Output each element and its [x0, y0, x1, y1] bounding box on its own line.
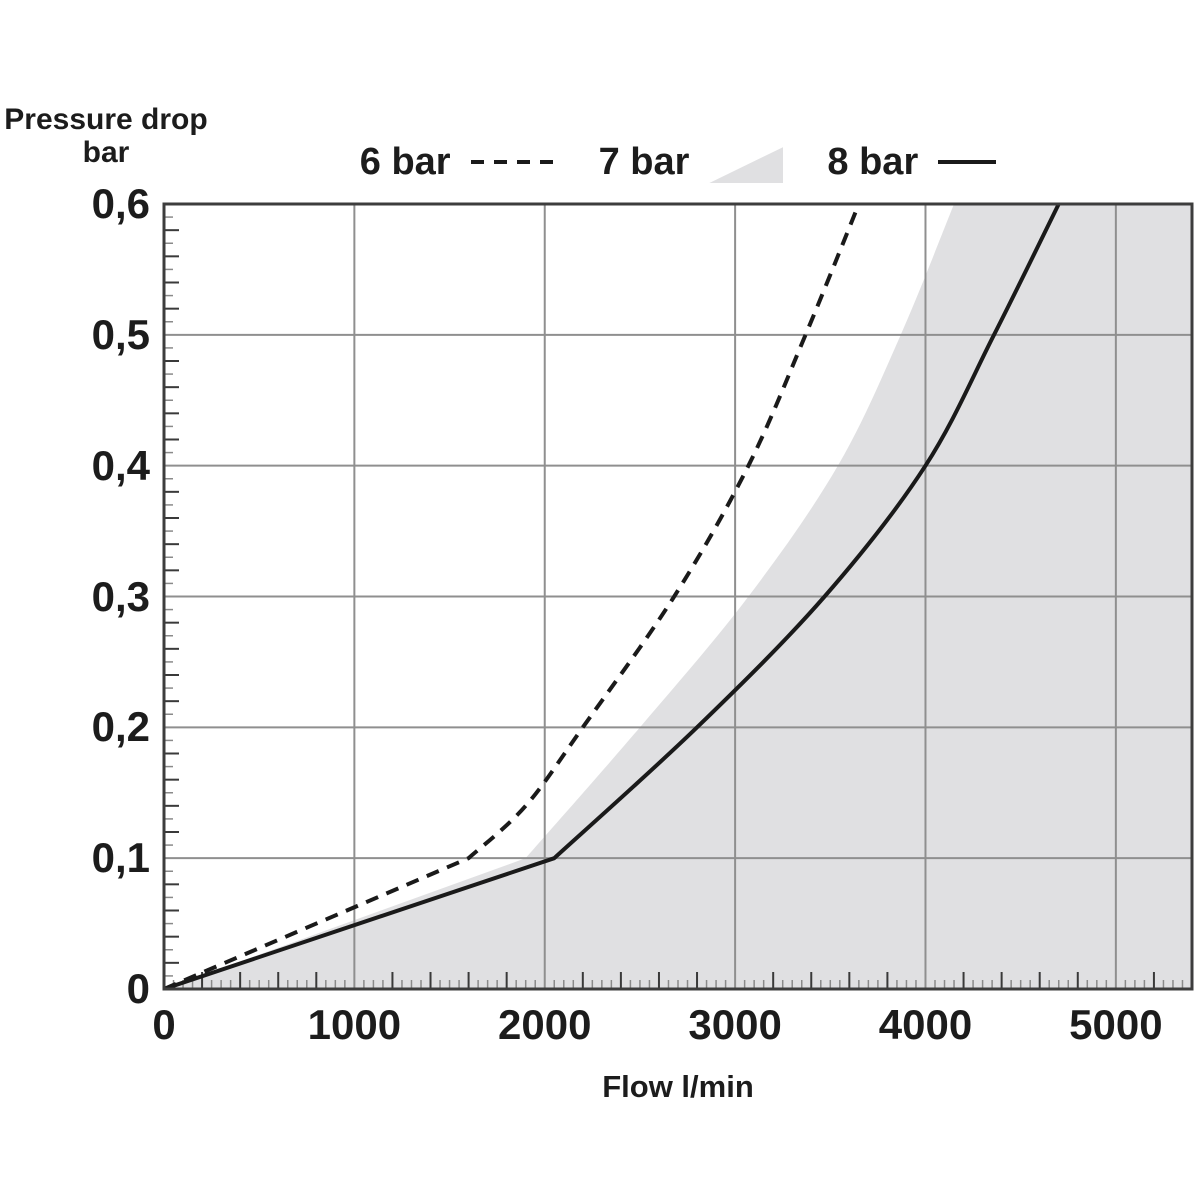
dashed-line-swatch-icon: [470, 160, 555, 164]
x-tick-label-2000: 2000: [498, 1001, 592, 1048]
x-axis-title: Flow l/min: [602, 1069, 754, 1104]
legend: 6 bar 7 bar 8 bar: [164, 140, 1192, 184]
y-axis-title-line2: bar: [82, 136, 130, 169]
solid-line-swatch-icon: [938, 160, 997, 164]
y-tick-label-0: 0: [126, 965, 150, 1012]
legend-item-7bar: 7 bar: [599, 141, 784, 183]
x-tick-label-4000: 4000: [878, 1001, 973, 1048]
series-8-bar-line: [164, 204, 1061, 989]
x-tick-label-1000: 1000: [307, 1001, 402, 1048]
y-tick-label-0_3: 0,3: [91, 572, 150, 620]
y-tick-label-0_1: 0,1: [91, 834, 150, 882]
legend-label-8bar: 8 bar: [827, 141, 919, 183]
series-7-bar-area: [164, 204, 1192, 989]
y-tick-label-0_4: 0,4: [91, 441, 150, 489]
legend-item-6bar: 6 bar: [360, 141, 555, 183]
legend-label-7bar: 7 bar: [598, 141, 690, 183]
y-axis-title-line1: Pressure drop: [4, 103, 208, 136]
y-axis-title: Pressure drop bar: [0, 103, 212, 169]
x-tick-label-5000: 5000: [1069, 1001, 1163, 1048]
y-tick-label-0_5: 0,5: [91, 310, 150, 358]
y-tick-label-0_6: 0,6: [91, 180, 150, 227]
x-tick-label-0: 0: [152, 1001, 176, 1048]
y-tick-label-0_2: 0,2: [91, 703, 150, 751]
legend-label-6bar: 6 bar: [359, 141, 451, 183]
legend-item-8bar: 8 bar: [827, 141, 997, 183]
x-tick-label-3000: 3000: [688, 1001, 782, 1048]
plot-border: [162, 202, 1194, 991]
